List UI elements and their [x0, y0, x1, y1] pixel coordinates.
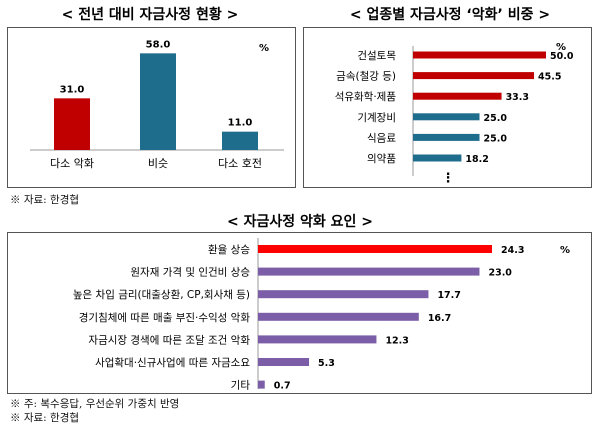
- value-label-3: 16.7: [428, 313, 451, 324]
- category-label-0: 건설토목: [357, 50, 396, 62]
- value-label-1: 58.0: [146, 39, 171, 50]
- value-label-3: 25.0: [484, 113, 508, 124]
- value-label-0: 31.0: [60, 84, 85, 95]
- bar-0: [258, 245, 492, 253]
- bar-5: [258, 358, 310, 366]
- category-label-5: 의약품: [367, 153, 396, 165]
- value-label-2: 33.3: [506, 92, 529, 103]
- value-label-6: 0.7: [274, 381, 291, 392]
- source-note-top: ※ 자료: 한경협: [10, 194, 80, 206]
- value-label-5: 5.3: [318, 358, 335, 369]
- value-label-1: 45.5: [538, 72, 561, 83]
- bar-4: [258, 335, 377, 344]
- value-label-0: 50.0: [550, 51, 574, 62]
- category-label-1: 원자재 가격 및 인건비 상승: [130, 266, 250, 279]
- value-label-4: 25.0: [484, 133, 508, 144]
- category-label-3: 경기침체에 따른 매출 부진·수익성 악화: [79, 311, 251, 324]
- bar-2: [413, 92, 502, 100]
- chart3-svg: % 환율 상승 24.3 원자재 가격 및 인건비 상승 23.0 높은 차입 금리(대출…: [73, 238, 570, 392]
- chart3-unit: %: [560, 245, 570, 256]
- bar-1: [413, 72, 535, 80]
- bar-3: [258, 312, 419, 321]
- bar-2: [258, 290, 429, 299]
- chart1-svg: % 31.0 다소 악화 58.0 비슷 11.0 다소 호전: [30, 39, 284, 170]
- bar-1: [140, 53, 176, 150]
- source-note-bottom: ※ 자료: 한경협: [10, 412, 80, 424]
- category-label-2: 다소 호전: [218, 157, 262, 170]
- continuation-mark: ⋮: [442, 171, 455, 186]
- bar-4: [413, 133, 480, 141]
- category-label-1: 비슷: [148, 157, 168, 170]
- category-label-2: 석유화학·제품: [335, 91, 397, 103]
- bar-1: [258, 267, 480, 276]
- value-label-4: 12.3: [385, 335, 408, 346]
- value-label-5: 18.2: [465, 154, 488, 165]
- category-label-0: 환율 상승: [208, 244, 250, 256]
- chart2-title: < 업종별 자금사정 ‘악화’ 비중 >: [349, 7, 551, 23]
- bar-0: [413, 51, 546, 59]
- category-label-6: 기타: [231, 380, 251, 392]
- bar-6: [258, 380, 265, 389]
- value-label-1: 23.0: [488, 268, 512, 279]
- bar-3: [413, 113, 480, 121]
- bar-2: [222, 131, 258, 150]
- value-label-0: 24.3: [501, 245, 524, 256]
- value-label-2: 17.7: [437, 290, 460, 301]
- category-label-5: 사업확대·신규사업에 따른 자금소요: [95, 356, 250, 369]
- chart3-panel: % 환율 상승 24.3 원자재 가격 및 인건비 상승 23.0 높은 차입 금리(대출…: [7, 232, 592, 394]
- category-label-4: 자금시장 경색에 따른 조달 조건 악화: [88, 333, 250, 346]
- chart2-panel: % 건설토목 50.0 금속(철강 등) 45.5 석유화학·제품 33.3 기계장비 25.0…: [303, 27, 592, 188]
- bar-5: [413, 154, 462, 162]
- category-label-3: 기계장비: [357, 112, 396, 124]
- chart1-panel: % 31.0 다소 악화 58.0 비슷 11.0 다소 호전: [7, 27, 296, 188]
- category-label-0: 다소 악화: [50, 157, 94, 170]
- chart1-title: < 전년 대비 자금사정 현황 >: [61, 7, 239, 23]
- chart1-unit: %: [259, 43, 269, 54]
- chart3-title: < 자금사정 악화 요인 >: [227, 214, 373, 230]
- category-label-1: 금속(철강 등): [336, 71, 396, 83]
- value-label-2: 11.0: [228, 118, 253, 129]
- category-label-2: 높은 차입 금리(대출상환, CP,회사채 등): [73, 288, 250, 301]
- chart2-unit: %: [556, 42, 566, 53]
- bar-0: [54, 98, 90, 150]
- footnote: ※ 주: 복수응답, 우선순위 가중치 반영: [10, 398, 180, 410]
- category-label-4: 식음료: [367, 132, 396, 144]
- chart2-svg: % 건설토목 50.0 금속(철강 등) 45.5 석유화학·제품 33.3 기계장비 25.0…: [335, 42, 574, 186]
